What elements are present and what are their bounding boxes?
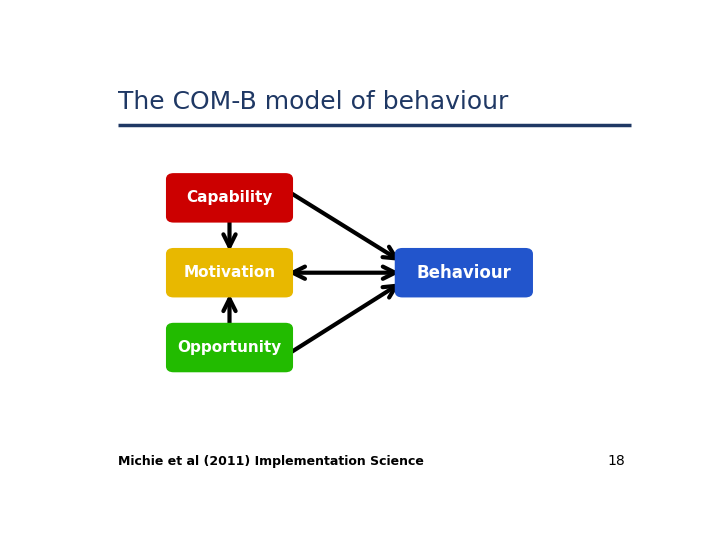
- FancyBboxPatch shape: [167, 249, 292, 296]
- Text: 18: 18: [608, 454, 626, 468]
- Text: Capability: Capability: [186, 191, 273, 205]
- FancyBboxPatch shape: [396, 249, 532, 296]
- FancyBboxPatch shape: [167, 324, 292, 371]
- Text: The COM-B model of behaviour: The COM-B model of behaviour: [118, 90, 508, 114]
- FancyBboxPatch shape: [167, 174, 292, 221]
- Text: Opportunity: Opportunity: [177, 340, 282, 355]
- Text: Behaviour: Behaviour: [416, 264, 511, 282]
- Text: Michie et al (2011) Implementation Science: Michie et al (2011) Implementation Scien…: [118, 455, 424, 468]
- Text: Motivation: Motivation: [184, 265, 276, 280]
